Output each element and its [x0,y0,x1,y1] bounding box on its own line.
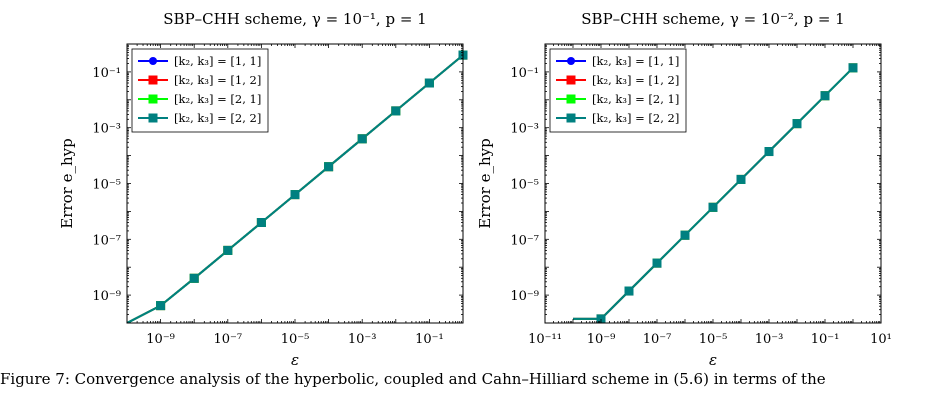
y-tick-label: 10⁻³ [92,122,121,137]
x-tick-label: 10⁻⁹ [587,332,616,347]
y-tick-label: 10⁻⁹ [510,289,539,304]
series-4-point [290,190,300,200]
legend-entry-label: [k₂, k₃] = [1, 2] [174,73,261,87]
series-4-point [256,218,266,228]
x-tick-label: 10⁻⁷ [213,332,242,347]
figure-caption: Figure 7: Convergence analysis of the hy… [0,370,826,388]
x-axis-label: ε [291,351,299,369]
legend-swatch-marker [148,75,158,85]
legend-entry-label: [k₂, k₃] = [2, 2] [592,111,679,125]
series-4-point [624,286,634,296]
chart-panel-2: SBP–CHH scheme, γ = 10⁻², p = 1 10⁻¹¹ 10⁻⁹… [476,10,892,369]
y-tick-label: 10⁻⁷ [510,233,539,248]
y-tick-label: 10⁻⁵ [92,178,121,193]
series-4-point [223,245,233,255]
x-tick-label: 10⁻⁵ [699,332,728,347]
chart-title: SBP–CHH scheme, γ = 10⁻², p = 1 [581,10,844,28]
legend-entry-label: [k₂, k₃] = [2, 2] [174,111,261,125]
x-tick-label: 10⁻⁵ [281,332,310,347]
legend-entry-label: [k₂, k₃] = [2, 1] [592,92,679,106]
y-tick-label: 10⁻³ [510,122,539,137]
x-tick-label: 10⁻⁹ [146,332,175,347]
x-tick-label: 10⁻¹ [811,332,840,347]
series-4-point [792,119,802,129]
figure-canvas: SBP–CHH scheme, γ = 10⁻¹, p = 1 10⁻⁹ 10⁻⁷ 1… [58,10,892,369]
y-tick-label: 10⁻¹ [92,66,121,81]
legend: [k₂, k₃] = [1, 1] [k₂, k₃] = [1, 2] [k₂, k… [131,48,269,133]
y-tick-label: 10⁻⁷ [92,233,121,248]
series-4-point [680,230,690,240]
series-4-point [357,134,367,144]
ticks-group [126,43,464,324]
marker-group [596,63,858,324]
x-tick-label: 10⁻¹¹ [528,332,562,347]
series-4-point [820,91,830,101]
x-tick-label: 10⁻⁷ [643,332,672,347]
legend-swatch-marker [566,113,576,123]
series-4-point [652,258,662,268]
legend-swatch-marker [148,94,158,104]
x-tick-label: 10¹ [870,332,892,347]
legend-entry-label: [k₂, k₃] = [2, 1] [174,92,261,106]
y-tick-label: 10⁻⁹ [92,289,121,304]
legend-swatch-marker [567,57,575,65]
x-axis-label: ε [709,351,717,369]
series-4-point [324,162,334,172]
ticks-group [544,43,882,324]
x-tick-label: 10⁻³ [755,332,784,347]
chart-panel-1: SBP–CHH scheme, γ = 10⁻¹, p = 1 10⁻⁹ 10⁻⁷ 1… [58,10,468,369]
series-4-point [708,202,718,212]
legend-entry-label: [k₂, k₃] = [1, 1] [174,54,261,68]
series-4-point [736,174,746,184]
legend-swatch-marker [149,57,157,65]
y-tick-label: 10⁻⁵ [510,178,539,193]
y-tick-label: 10⁻¹ [510,66,539,81]
y-axis-label: Error e_hyp [58,138,76,228]
series-4-point [596,314,606,324]
series-4-point [156,301,166,311]
legend-swatch-marker [566,94,576,104]
legend-entry-label: [k₂, k₃] = [1, 2] [592,73,679,87]
series-4-point [424,78,434,88]
chart-title: SBP–CHH scheme, γ = 10⁻¹, p = 1 [163,10,426,28]
legend: [k₂, k₃] = [1, 1] [k₂, k₃] = [1, 2] [k₂, k… [549,48,687,133]
series-4-point [848,63,858,73]
series-4-point [391,106,401,116]
series-4-point [189,273,199,283]
legend-swatch-marker [148,113,158,123]
legend-entry-label: [k₂, k₃] = [1, 1] [592,54,679,68]
x-tick-label: 10⁻³ [348,332,377,347]
x-tick-label: 10⁻¹ [415,332,444,347]
legend-swatch-marker [566,75,576,85]
series-4-point [764,147,774,157]
y-axis-label: Error e_hyp [476,138,494,228]
